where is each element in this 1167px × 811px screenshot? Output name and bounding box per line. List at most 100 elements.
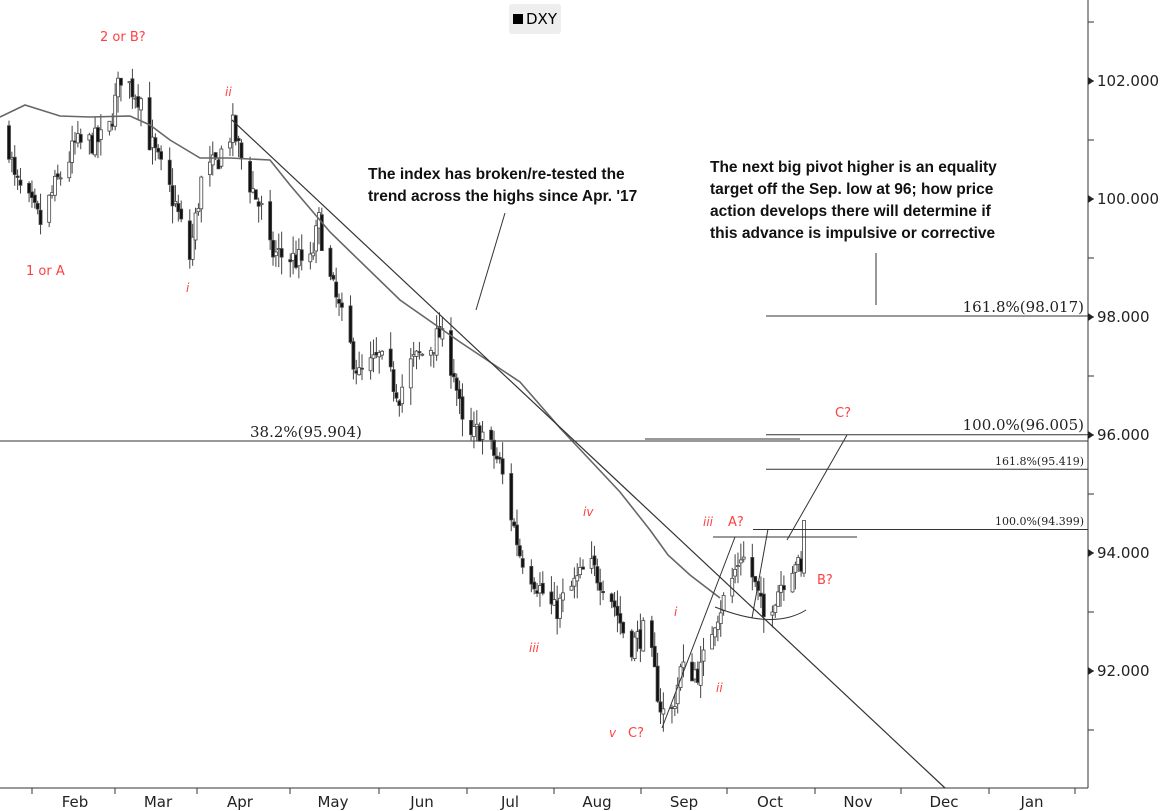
candle-up	[357, 367, 362, 376]
candle-up	[776, 591, 781, 607]
candle-up	[116, 77, 120, 98]
candle-down	[213, 152, 218, 159]
candle-down	[612, 600, 617, 608]
candle-up	[139, 98, 143, 111]
wave-label-iii: iii	[529, 641, 540, 655]
candle-up	[741, 556, 746, 560]
candle-down	[391, 369, 396, 392]
trend-annotation-line: trend across the highs since Apr. '17	[368, 188, 638, 205]
candle-down	[299, 249, 304, 261]
candle-up	[314, 225, 318, 252]
candle-down	[253, 189, 258, 200]
candle-down	[529, 566, 534, 585]
candle-down	[492, 439, 496, 456]
candle-down	[652, 645, 657, 668]
candle-down	[388, 348, 393, 368]
moving-average-line	[0, 104, 721, 599]
candle-up	[53, 175, 57, 196]
candle-down	[351, 341, 356, 370]
axes: 102.000 100.000 98.000 96.000 94.000 92.000 Fe…	[62, 72, 1159, 811]
candle-up	[721, 595, 726, 612]
candle-up	[199, 176, 204, 210]
wave-line	[661, 536, 736, 729]
candles	[7, 68, 806, 732]
candle-up	[420, 353, 425, 356]
candle-down	[360, 367, 364, 370]
candle-down	[460, 396, 465, 420]
fib-label-100-96: 100.0%(96.005)	[963, 416, 1084, 434]
x-tick-label: Jan	[1019, 793, 1043, 811]
candle-down	[601, 591, 605, 594]
candle-up	[718, 612, 723, 625]
legend: DXY	[509, 4, 561, 34]
wave-label-b: B?	[817, 573, 833, 588]
candle-down	[233, 115, 238, 142]
candle-up	[259, 203, 264, 206]
candle-down	[581, 566, 585, 570]
wave-label-a: A?	[728, 515, 744, 530]
wave-line	[751, 528, 769, 619]
candle-up	[380, 350, 384, 356]
pivot-annotation-line: this advance is impulsive or corrective	[710, 225, 996, 242]
candle-up	[67, 161, 72, 179]
candle-up	[311, 252, 316, 257]
candle-up	[113, 94, 118, 127]
candle-up	[672, 706, 677, 710]
candle-down	[170, 185, 175, 207]
candle-down	[35, 203, 40, 210]
candle-down	[348, 305, 353, 343]
candle-down	[7, 125, 11, 160]
base-arc	[714, 606, 807, 620]
fib-label-100-94: 100.0%(94.399)	[995, 515, 1084, 528]
candle-down	[592, 555, 597, 566]
candle-down	[497, 456, 502, 460]
x-tick-label: Apr	[227, 793, 254, 811]
wave-label-v: v	[609, 726, 617, 740]
candle-down	[549, 591, 554, 605]
candle-up	[733, 568, 737, 577]
fib-label-161-98: 161.8%(98.017)	[963, 298, 1084, 316]
candle-up	[207, 161, 212, 176]
pivot-annotation-line: The next big pivot higher is an equality	[710, 159, 997, 176]
candle-down	[334, 281, 339, 298]
candle-up	[675, 684, 680, 705]
candle-down	[271, 239, 275, 258]
y-tick-marker	[1088, 667, 1094, 675]
candle-down	[153, 137, 158, 149]
legend-label: DXY	[526, 10, 557, 28]
y-tick-marker	[1088, 77, 1094, 85]
candle-down	[236, 138, 241, 142]
fib-labels: 38.2%(95.904) 161.8%(98.017) 100.0%(96.0…	[250, 298, 1084, 528]
candle-down	[130, 78, 135, 98]
x-tick-label: Aug	[582, 793, 611, 811]
candle-down	[621, 621, 626, 634]
candle-up	[434, 328, 439, 356]
wave-label-ii: ii	[225, 85, 232, 99]
candle-up	[713, 627, 717, 638]
candle-up	[190, 236, 195, 260]
candle-up	[578, 567, 583, 576]
candle-up	[308, 253, 313, 263]
x-tick-label: Mar	[144, 793, 173, 811]
candle-up	[678, 666, 683, 688]
y-tick-marker	[1088, 431, 1094, 439]
candle-down	[520, 558, 525, 568]
wave-labels: 2 or B? 1 or A i ii iii iv v C? i ii iii…	[26, 30, 851, 741]
candle-up	[715, 621, 720, 630]
candle-down	[515, 524, 519, 546]
wave-label-iii-2: iii	[703, 515, 714, 529]
candle-down	[331, 274, 336, 280]
candle-up	[770, 611, 775, 616]
x-tick-label: Jul	[500, 793, 519, 811]
candle-down	[30, 191, 34, 198]
x-tick-label: May	[317, 793, 348, 811]
candle-down	[319, 214, 324, 251]
candle-down	[655, 665, 660, 702]
candle-down	[268, 201, 273, 241]
candle-down	[32, 194, 37, 203]
candle-up	[575, 575, 580, 582]
candle-down	[615, 605, 620, 616]
candle-up	[681, 661, 686, 669]
candle-up	[173, 200, 178, 205]
